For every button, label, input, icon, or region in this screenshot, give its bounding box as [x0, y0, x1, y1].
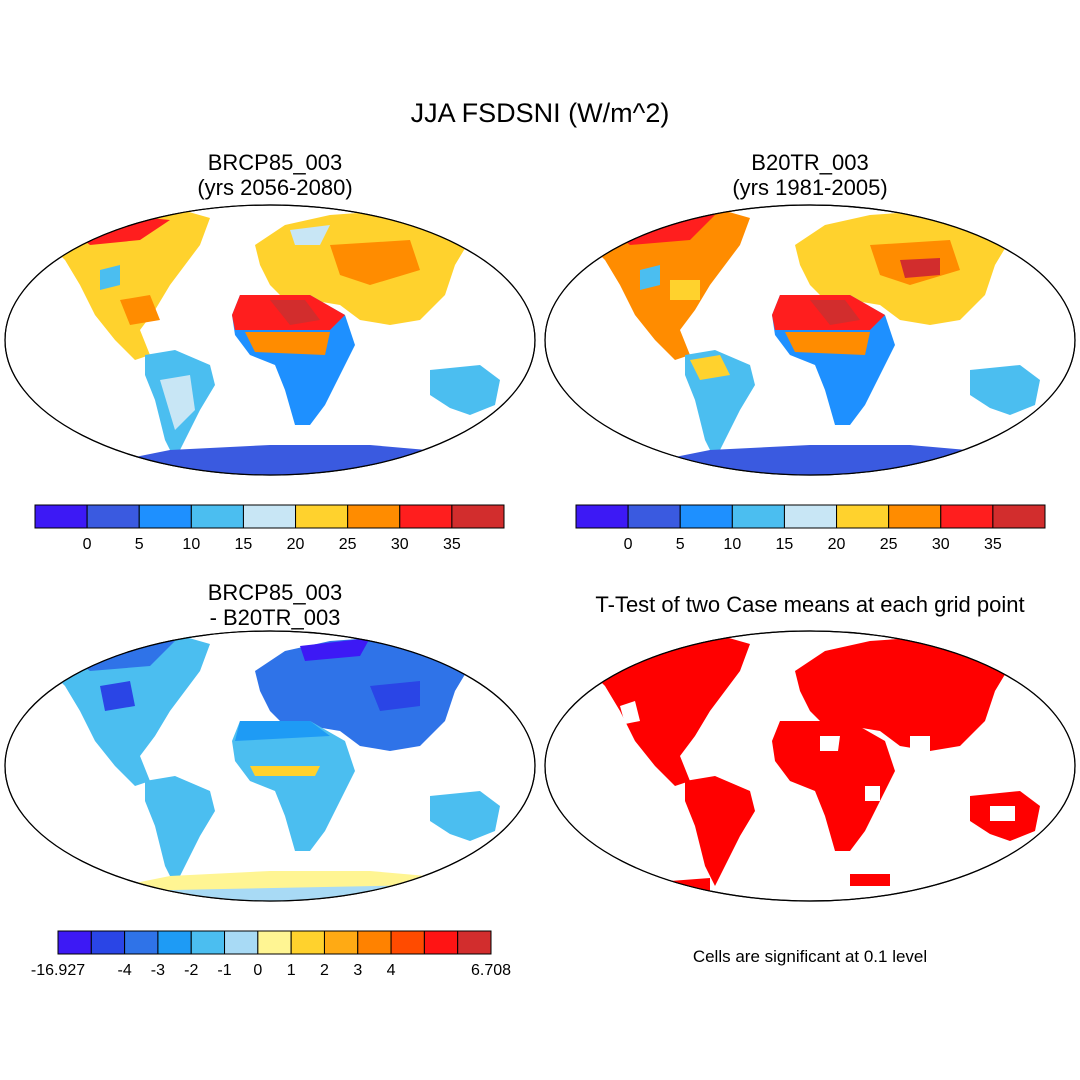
colorbar-top-right: 0 5 10 15 20 25 30 35 — [575, 504, 1046, 553]
panel-title-top-right-line1: B20TR_003 — [751, 150, 869, 175]
colorbar-cell — [390, 930, 425, 955]
panel-title-top-left-line2: (yrs 2056-2080) — [197, 175, 353, 200]
colorbar-cell — [86, 504, 140, 529]
colorbar-cell — [423, 930, 459, 955]
colorbar-cell — [399, 504, 453, 529]
colorbar-cell — [190, 930, 226, 955]
colorbar-label: 10 — [723, 536, 741, 553]
colorbar-label: 20 — [828, 536, 846, 553]
colorbar-label: -16.927 — [31, 962, 85, 979]
colorbar-cell — [357, 930, 392, 955]
colorbar-label: 35 — [984, 536, 1002, 553]
colorbar-label: 30 — [391, 536, 409, 553]
colorbar-label: -1 — [217, 962, 231, 979]
colorbar-label: 25 — [880, 536, 898, 553]
colorbar-label: 0 — [83, 536, 92, 553]
colorbar-label: 35 — [443, 536, 461, 553]
colorbar-cell — [224, 930, 259, 955]
colorbar-cell — [940, 504, 994, 529]
colorbar-cell — [290, 930, 325, 955]
colorbar-cell — [57, 930, 92, 955]
colorbar-cell — [257, 930, 292, 955]
figure-title: JJA FSDSNI (W/m^2) — [410, 98, 670, 128]
colorbar-label: -3 — [151, 962, 165, 979]
significance-note: Cells are significant at 0.1 level — [692, 947, 928, 966]
colorbar-cell — [242, 504, 297, 529]
colorbar-label: 3 — [353, 962, 362, 979]
colorbar-cell — [190, 504, 244, 529]
colorbar-cell — [457, 930, 492, 955]
panel-title-bottom-right: T-Test of two Case means at each grid po… — [595, 592, 1025, 617]
colorbar-label: 20 — [287, 536, 305, 553]
colorbar-label: 5 — [676, 536, 685, 553]
colorbar-label: 2 — [320, 962, 329, 979]
colorbar-label: 25 — [339, 536, 357, 553]
colorbar-label: 6.708 — [471, 962, 511, 979]
colorbar-cell — [347, 504, 401, 529]
colorbar-label: -4 — [117, 962, 131, 979]
colorbar-cell — [836, 504, 890, 529]
colorbar-cell — [90, 930, 126, 955]
colorbar-cell — [34, 504, 88, 529]
colorbar-cell — [783, 504, 838, 529]
colorbar-cell — [138, 504, 192, 529]
colorbar-cell — [731, 504, 785, 529]
colorbar-cell — [451, 504, 505, 529]
colorbar-cell — [295, 504, 349, 529]
colorbar-label: 1 — [287, 962, 296, 979]
colorbar-label: -2 — [184, 962, 198, 979]
panel-title-bottom-left-line2: - B20TR_003 — [209, 605, 341, 630]
map-bottom-left — [4, 630, 536, 902]
colorbar-label: 5 — [135, 536, 144, 553]
colorbar-label: 30 — [932, 536, 950, 553]
colorbar-cell — [124, 930, 159, 955]
colorbar-top-left: 0 5 10 15 20 25 30 35 — [34, 504, 505, 553]
colorbar-label: 4 — [387, 962, 396, 979]
colorbar-cell — [992, 504, 1046, 529]
panel-title-top-right-line2: (yrs 1981-2005) — [732, 175, 888, 200]
colorbar-cell — [679, 504, 733, 529]
colorbar-cell — [323, 930, 359, 955]
colorbar-cell — [575, 504, 629, 529]
colorbar-label: 15 — [235, 536, 253, 553]
colorbar-label: 0 — [624, 536, 633, 553]
colorbar-cell — [627, 504, 681, 529]
colorbar-bottom-left: -16.927 -4 -3 -2 -1 0 1 2 3 4 6.708 — [31, 930, 511, 979]
panel-title-top-left-line1: BRCP85_003 — [207, 150, 343, 175]
colorbar-cell — [888, 504, 942, 529]
colorbar-label: 0 — [253, 962, 262, 979]
map-bottom-right — [544, 630, 1076, 902]
panel-title-bottom-left-line1: BRCP85_003 — [207, 580, 343, 605]
colorbar-label: 10 — [182, 536, 200, 553]
colorbar-label: 15 — [776, 536, 794, 553]
map-top-right — [544, 204, 1076, 476]
colorbar-cell — [157, 930, 192, 955]
map-top-left — [4, 204, 536, 476]
